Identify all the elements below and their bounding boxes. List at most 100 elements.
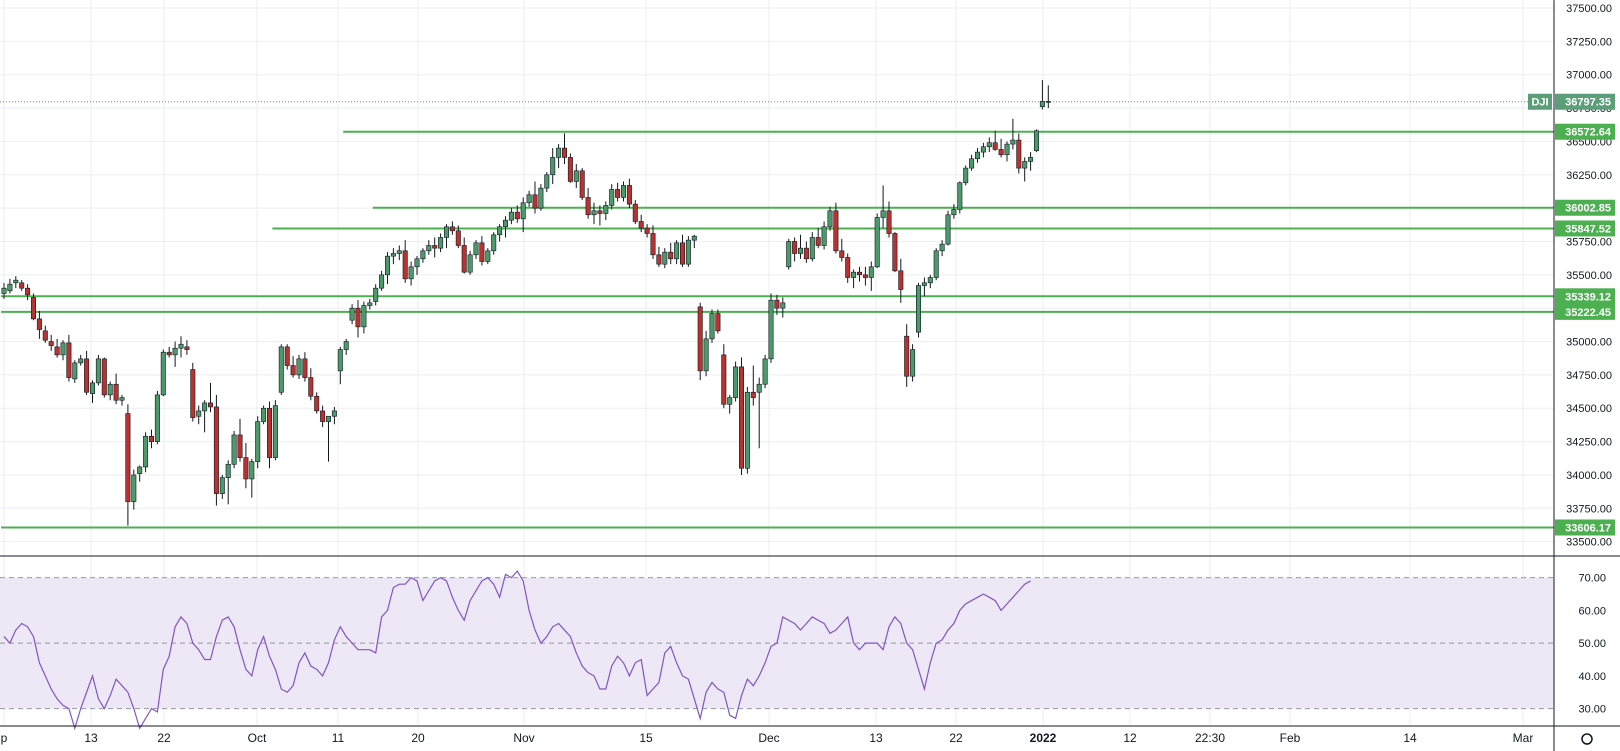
candle[interactable]	[48, 334, 54, 351]
price-tick-label[interactable]: 35750.00	[1566, 236, 1612, 248]
candle[interactable]	[597, 205, 603, 226]
candle[interactable]	[833, 202, 839, 254]
candle[interactable]	[302, 352, 308, 382]
candle[interactable]	[750, 365, 756, 406]
price-tick-label[interactable]: 33500.00	[1566, 537, 1612, 549]
time-tick-label[interactable]: p	[1, 731, 8, 745]
candle[interactable]	[231, 430, 237, 469]
candle[interactable]	[66, 334, 72, 382]
candle[interactable]	[1, 282, 7, 299]
candle[interactable]	[272, 400, 278, 461]
price-tick-label[interactable]: 34750.00	[1566, 370, 1612, 382]
candle[interactable]	[715, 309, 721, 334]
time-tick-label[interactable]: Nov	[513, 731, 534, 745]
candle[interactable]	[768, 293, 774, 363]
time-tick-label[interactable]: 15	[639, 731, 653, 745]
candle[interactable]	[13, 276, 19, 289]
candle[interactable]	[101, 357, 107, 398]
candle[interactable]	[963, 165, 969, 186]
candle[interactable]	[308, 368, 314, 401]
candle[interactable]	[792, 237, 798, 262]
candle[interactable]	[851, 269, 857, 289]
candle[interactable]	[178, 336, 184, 358]
candle[interactable]	[868, 261, 874, 291]
candle[interactable]	[84, 350, 90, 395]
candle[interactable]	[125, 404, 131, 526]
candle[interactable]	[119, 394, 125, 406]
candle[interactable]	[910, 344, 916, 382]
time-tick-label[interactable]: 13	[84, 731, 98, 745]
candle[interactable]	[544, 172, 550, 193]
candle[interactable]	[756, 377, 762, 449]
candle[interactable]	[774, 294, 780, 315]
candle[interactable]	[473, 240, 479, 259]
candle[interactable]	[738, 357, 744, 475]
candle[interactable]	[561, 133, 567, 165]
candle[interactable]	[520, 197, 526, 233]
candle[interactable]	[331, 406, 337, 425]
candle[interactable]	[320, 405, 326, 427]
price-tick-label[interactable]: 37500.00	[1566, 3, 1612, 15]
candle[interactable]	[255, 416, 261, 469]
candle[interactable]	[974, 148, 980, 163]
candle[interactable]	[603, 201, 609, 221]
candle[interactable]	[874, 213, 880, 269]
candle[interactable]	[426, 240, 432, 255]
candle[interactable]	[420, 248, 426, 263]
price-tick-label[interactable]: 34500.00	[1566, 403, 1612, 415]
candle[interactable]	[361, 301, 367, 334]
time-tick-label[interactable]: 22	[157, 731, 171, 745]
candle[interactable]	[19, 280, 25, 291]
candle[interactable]	[25, 284, 31, 301]
candle[interactable]	[113, 373, 119, 405]
candle[interactable]	[278, 344, 284, 395]
candle[interactable]	[780, 297, 786, 318]
gear-icon[interactable]	[1581, 733, 1593, 745]
candle[interactable]	[54, 338, 60, 358]
candle[interactable]	[491, 232, 497, 255]
candle[interactable]	[343, 338, 349, 355]
candle[interactable]	[90, 380, 96, 403]
candle[interactable]	[237, 418, 243, 462]
candlestick-series[interactable]	[1, 80, 1051, 526]
candle[interactable]	[939, 240, 945, 257]
candle[interactable]	[72, 360, 78, 383]
candle[interactable]	[497, 224, 503, 242]
candle[interactable]	[337, 346, 343, 385]
candle[interactable]	[668, 242, 674, 265]
candle[interactable]	[384, 252, 390, 285]
candle[interactable]	[1045, 85, 1051, 109]
candle[interactable]	[644, 224, 650, 238]
candle[interactable]	[408, 261, 414, 286]
price-tick-label[interactable]: 34000.00	[1566, 470, 1612, 482]
candle[interactable]	[886, 201, 892, 238]
candle[interactable]	[632, 200, 638, 225]
candle[interactable]	[821, 221, 827, 250]
candle[interactable]	[626, 178, 632, 209]
candle[interactable]	[762, 354, 768, 389]
time-tick-label[interactable]: 12	[1123, 731, 1137, 745]
price-tick-label[interactable]: 35500.00	[1566, 270, 1612, 282]
time-tick-label[interactable]: 11	[332, 731, 345, 745]
candle[interactable]	[809, 232, 815, 262]
candle[interactable]	[921, 277, 927, 297]
candle[interactable]	[296, 354, 302, 379]
time-tick-label[interactable]: Oct	[248, 731, 267, 745]
candle[interactable]	[1016, 133, 1022, 174]
candle[interactable]	[107, 381, 113, 401]
candle[interactable]	[190, 362, 196, 422]
candle[interactable]	[573, 164, 579, 189]
candle[interactable]	[30, 293, 36, 321]
candle[interactable]	[744, 386, 750, 474]
price-tick-label[interactable]: 34250.00	[1566, 437, 1612, 449]
candle[interactable]	[815, 228, 821, 249]
price-tick-label[interactable]: 35000.00	[1566, 337, 1612, 349]
candle[interactable]	[927, 274, 933, 289]
candle[interactable]	[674, 240, 680, 265]
candle[interactable]	[839, 238, 845, 262]
candle[interactable]	[131, 469, 137, 510]
candle[interactable]	[538, 184, 544, 211]
candle[interactable]	[697, 302, 703, 381]
candle[interactable]	[1022, 157, 1028, 182]
